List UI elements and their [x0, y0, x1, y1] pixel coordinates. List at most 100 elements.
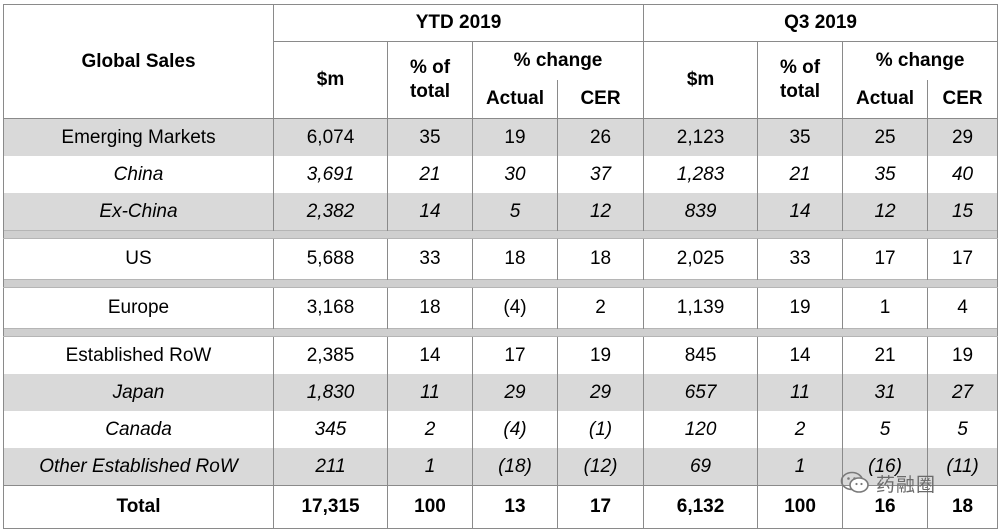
cell-ytd-sm: 3,168	[273, 287, 388, 329]
row-label: Emerging Markets	[3, 118, 274, 156]
row-separator	[2, 279, 999, 288]
row-label: China	[3, 156, 274, 193]
cell-ytd-sm: 2,385	[273, 336, 388, 374]
header-global-sales: Global Sales	[3, 4, 274, 119]
row-separator	[2, 328, 999, 337]
cell-q3-pct: 33	[757, 238, 843, 280]
header-ytd-pct-total: % of total	[387, 41, 473, 119]
cell-q3-sm: 2,025	[643, 238, 758, 280]
cell-ytd-cer: 29	[556, 374, 644, 411]
cell-q3-actual: 25	[842, 118, 928, 156]
cell-q3-actual: 35	[842, 156, 928, 193]
cell-ytd-actual: (4)	[472, 287, 558, 329]
cell-q3-pct: 1	[757, 448, 843, 486]
cell-ytd-cer: 2	[556, 287, 644, 329]
cell-ytd-actual: (4)	[472, 411, 558, 448]
cell-ytd-cer: (1)	[556, 411, 644, 448]
cell-ytd-cer: 19	[556, 336, 644, 374]
cell-q3-actual: (16)	[842, 448, 928, 486]
cell-q3-actual: 12	[842, 193, 928, 231]
cell-q3-sm: 6,132	[643, 485, 758, 529]
cell-ytd-sm: 3,691	[273, 156, 388, 193]
cell-q3-pct: 35	[757, 118, 843, 156]
cell-ytd-sm: 6,074	[273, 118, 388, 156]
cell-ytd-actual: 19	[472, 118, 558, 156]
cell-q3-sm: 2,123	[643, 118, 758, 156]
row-label: Ex-China	[3, 193, 274, 231]
row-label: Other Established RoW	[3, 448, 274, 486]
cell-ytd-actual: 30	[472, 156, 558, 193]
table-row-europe: Europe 3,168 18 (4) 2 1,139 19 1 4	[3, 287, 999, 329]
cell-q3-cer: (11)	[927, 448, 999, 486]
cell-ytd-cer: 37	[556, 156, 644, 193]
cell-q3-sm: 1,283	[643, 156, 758, 193]
cell-q3-pct: 100	[757, 485, 843, 529]
cell-q3-cer: 17	[927, 238, 999, 280]
global-sales-table: Global Sales YTD 2019 Q3 2019 $m % of to…	[2, 4, 999, 529]
table-row-established-row: Established RoW 2,385 14 17 19 845 14 21…	[3, 336, 999, 374]
separator-band	[2, 230, 999, 239]
separator-band	[2, 328, 999, 337]
cell-ytd-cer: 18	[556, 238, 644, 280]
cell-ytd-actual: 5	[472, 193, 558, 231]
table-row-other-established-row: Other Established RoW 211 1 (18) (12) 69…	[3, 448, 999, 486]
cell-q3-pct: 14	[757, 336, 843, 374]
cell-q3-pct: 14	[757, 193, 843, 231]
cell-ytd-pct: 100	[387, 485, 473, 529]
cell-q3-cer: 19	[927, 336, 999, 374]
table-row-us: US 5,688 33 18 18 2,025 33 17 17	[3, 238, 999, 280]
table-row-japan: Japan 1,830 11 29 29 657 11 31 27	[3, 374, 999, 411]
cell-q3-pct: 21	[757, 156, 843, 193]
cell-q3-cer: 4	[927, 287, 999, 329]
cell-q3-sm: 839	[643, 193, 758, 231]
table-row-emerging-markets: Emerging Markets 6,074 35 19 26 2,123 35…	[3, 118, 999, 156]
header-q3-sm: $m	[643, 41, 758, 119]
cell-ytd-pct: 14	[387, 336, 473, 374]
cell-ytd-sm: 1,830	[273, 374, 388, 411]
cell-ytd-cer: 26	[556, 118, 644, 156]
cell-ytd-sm: 17,315	[273, 485, 388, 529]
cell-q3-sm: 657	[643, 374, 758, 411]
cell-ytd-pct: 11	[387, 374, 473, 411]
header-q3-pct-change: % change	[842, 41, 999, 80]
cell-ytd-sm: 345	[273, 411, 388, 448]
header-ytd-actual: Actual	[472, 80, 558, 119]
separator-band	[2, 279, 999, 288]
table-row-canada: Canada 345 2 (4) (1) 120 2 5 5	[3, 411, 999, 448]
table-row-total: Total 17,315 100 13 17 6,132 100 16 18	[3, 485, 999, 529]
cell-q3-sm: 845	[643, 336, 758, 374]
cell-q3-pct: 19	[757, 287, 843, 329]
cell-ytd-pct: 35	[387, 118, 473, 156]
cell-q3-pct: 2	[757, 411, 843, 448]
cell-ytd-cer: 17	[556, 485, 644, 529]
cell-q3-sm: 1,139	[643, 287, 758, 329]
cell-q3-cer: 29	[927, 118, 999, 156]
cell-ytd-sm: 211	[273, 448, 388, 486]
cell-q3-pct: 11	[757, 374, 843, 411]
cell-ytd-cer: (12)	[556, 448, 644, 486]
cell-q3-cer: 15	[927, 193, 999, 231]
row-label: Established RoW	[3, 336, 274, 374]
header-q3-cer: CER	[927, 80, 999, 119]
row-label: Canada	[3, 411, 274, 448]
header-q3-actual: Actual	[842, 80, 928, 119]
cell-ytd-actual: (18)	[472, 448, 558, 486]
cell-q3-sm: 120	[643, 411, 758, 448]
cell-ytd-pct: 21	[387, 156, 473, 193]
cell-q3-cer: 18	[927, 485, 999, 529]
cell-q3-actual: 21	[842, 336, 928, 374]
header-ytd-cer: CER	[556, 80, 644, 119]
header-ytd-sm: $m	[273, 41, 388, 119]
table-row-china: China 3,691 21 30 37 1,283 21 35 40	[3, 156, 999, 193]
header-q3-2019: Q3 2019	[643, 4, 999, 42]
row-separator	[2, 230, 999, 239]
table-row-ex-china: Ex-China 2,382 14 5 12 839 14 12 15	[3, 193, 999, 231]
header-row-columns: $m % of total % change $m % of total % c…	[4, 41, 999, 119]
cell-ytd-actual: 18	[472, 238, 558, 280]
cell-ytd-pct: 33	[387, 238, 473, 280]
header-ytd-2019: YTD 2019	[272, 4, 644, 42]
cell-q3-actual: 17	[842, 238, 928, 280]
cell-ytd-sm: 2,382	[273, 193, 388, 231]
cell-ytd-actual: 29	[472, 374, 558, 411]
cell-ytd-actual: 17	[472, 336, 558, 374]
